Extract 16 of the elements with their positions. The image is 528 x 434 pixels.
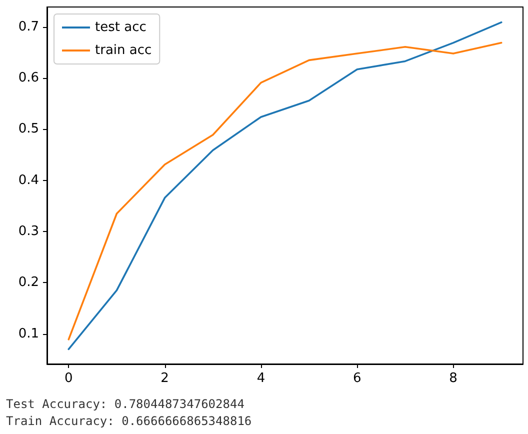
y-tick-label: 0.1 <box>18 326 39 342</box>
legend-label: train acc <box>95 43 152 58</box>
y-tick-label: 0.6 <box>18 70 39 86</box>
x-tick-label: 0 <box>64 371 73 386</box>
legend-label: test acc <box>95 20 146 35</box>
y-tick-label: 0.4 <box>18 172 39 188</box>
y-tick-label: 0.2 <box>18 275 39 290</box>
y-tick-label: 0.3 <box>18 224 39 240</box>
x-tick-label: 2 <box>160 371 169 386</box>
text: Test Accuracy: 0.7804487347602844 <box>6 397 244 411</box>
x-tick-label: 8 <box>449 371 458 386</box>
x-tick-label: 4 <box>256 371 266 386</box>
y-tick-label: 0.5 <box>18 122 39 137</box>
x-tick-label: 6 <box>352 371 362 386</box>
text: Train Accuracy: 0.6666666865348816 <box>6 414 252 428</box>
y-tick-label: 0.7 <box>18 19 39 34</box>
